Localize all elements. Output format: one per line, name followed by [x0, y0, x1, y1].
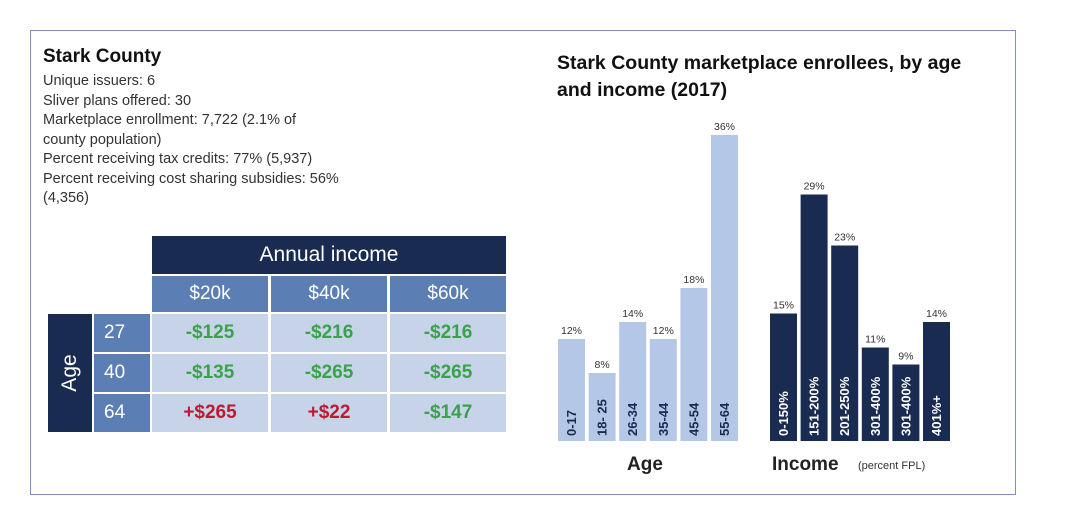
bar: [619, 322, 647, 441]
bar-category-label: 18- 25: [595, 399, 610, 436]
bar: [770, 313, 797, 441]
bar: [649, 339, 677, 441]
table-cell: -$265: [390, 354, 506, 392]
bar-category-label: 35-44: [656, 402, 671, 436]
bar-category-label: 0-17: [564, 410, 579, 436]
fact-line: Marketplace enrollment: 7,722 (2.1% of: [43, 112, 297, 128]
table-column-header: $20k: [152, 276, 268, 312]
axis-label: Age: [627, 454, 663, 475]
bar-value-label: 8%: [595, 359, 610, 371]
fact-line: Percent receiving tax credits: 77% (5,93…: [43, 151, 313, 167]
table-age-cell: 40: [94, 354, 150, 392]
county-facts: Unique issuers: 6 Sliver plans offered: …: [43, 72, 423, 209]
bar: [892, 364, 920, 441]
fact-line: Percent receiving cost sharing subsidies…: [43, 170, 339, 187]
bar: [680, 288, 708, 441]
fact-line: Unique issuers: 6: [43, 73, 156, 89]
table-cell: -$216: [390, 314, 506, 352]
bar-category-label: 55-64: [717, 402, 732, 436]
bar: [923, 322, 950, 441]
bar-value-label: 36%: [714, 121, 735, 133]
table-cell: -$265: [271, 354, 387, 392]
table-header-annual-income: Annual income: [152, 236, 506, 274]
bar-category-label: 45-54: [686, 402, 701, 436]
bar-category-label: 0-150%: [776, 391, 791, 436]
bar-category-label: 26-34: [625, 402, 640, 436]
table-row-header-age: Age: [48, 314, 92, 432]
table-cell: +$265: [152, 394, 268, 432]
bar-value-label: 15%: [773, 300, 794, 312]
bar-category-label: 401%+: [929, 395, 944, 436]
county-title: Stark County: [43, 46, 162, 67]
table-column-header: $60k: [390, 276, 506, 312]
bar-value-label: 14%: [926, 308, 947, 320]
bar: [711, 135, 738, 441]
axis-label: Income: [772, 454, 839, 475]
bar-value-label: 11%: [865, 334, 885, 346]
table-cell: -$147: [390, 394, 506, 432]
bar-value-label: 14%: [622, 308, 643, 320]
table-cell: -$135: [152, 354, 268, 392]
bar: [558, 339, 585, 441]
axis-label-note: (percent FPL): [858, 460, 925, 472]
table-age-cell: 64: [94, 394, 150, 432]
bar-category-label: 301-400%: [868, 376, 883, 436]
bar-value-label: 18%: [683, 274, 704, 286]
chart-title: Stark County marketplace enrollees, by a…: [557, 52, 962, 101]
fact-line: Sliver plans offered: 30: [43, 92, 192, 109]
figure-frame: [30, 30, 1016, 495]
fact-line: county population): [43, 131, 162, 148]
table-cell: -$216: [271, 314, 387, 352]
bar-category-label: 151-200%: [807, 376, 822, 436]
bar: [861, 347, 889, 441]
bar: [831, 245, 859, 441]
bar: [588, 373, 616, 441]
bar-value-label: 9%: [898, 351, 913, 363]
bar: [800, 194, 828, 441]
table-cell: -$125: [152, 314, 268, 352]
bar-value-label: 12%: [561, 325, 582, 337]
bar-value-label: 29%: [804, 181, 825, 193]
fact-line: (4,356): [43, 190, 89, 206]
bar-value-label: 23%: [834, 232, 855, 244]
bar-category-label: 301-400%: [898, 376, 913, 436]
table-column-header: $40k: [271, 276, 387, 312]
bar-category-label: 201-250%: [837, 376, 852, 436]
table-age-cell: 27: [94, 314, 150, 352]
bar-value-label: 12%: [653, 325, 674, 337]
table-cell: +$22: [271, 394, 387, 432]
